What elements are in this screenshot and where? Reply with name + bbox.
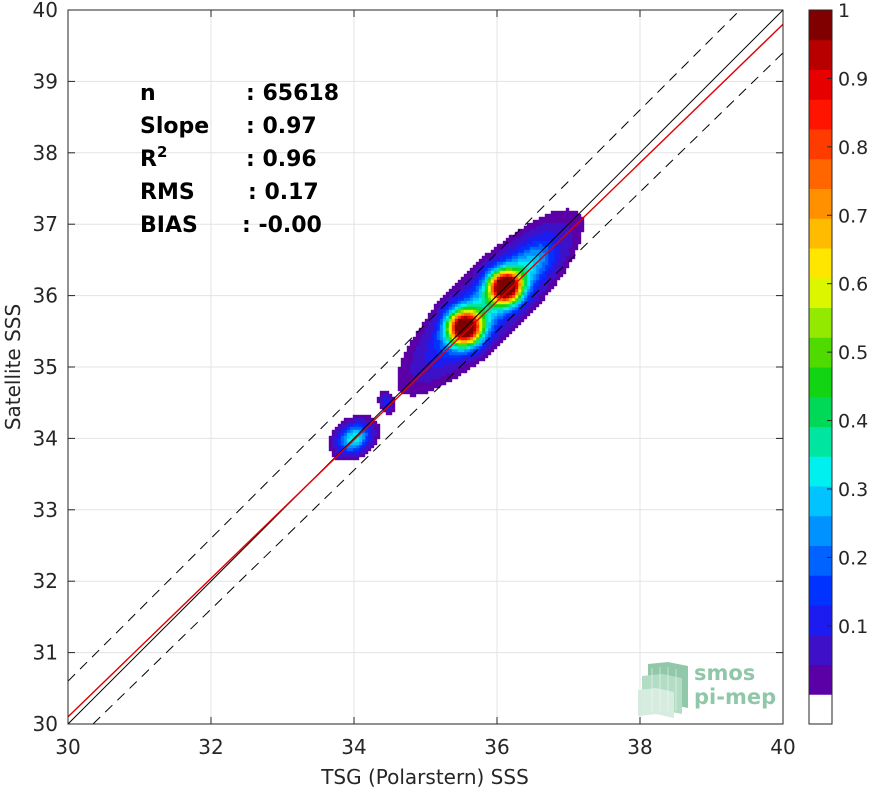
colorbar-segment <box>809 575 832 606</box>
x-tick-label: 40 <box>770 735 795 759</box>
colorbar-segment <box>809 545 832 576</box>
colorbar-tick-label: 0.9 <box>838 68 868 90</box>
smos-pi-mep-logo: smos pi-mep <box>638 661 776 718</box>
colorbar-segment <box>809 129 832 160</box>
logo-mark-icon <box>638 662 688 718</box>
colorbar-tick-label: 0.1 <box>838 616 868 638</box>
y-tick-label: 39 <box>33 69 58 93</box>
logo-line1: smos <box>694 661 755 685</box>
stat-label: RMS <box>140 180 195 205</box>
density-contours <box>328 207 585 461</box>
colorbar-tick-label: 0.6 <box>838 274 868 296</box>
colorbar-tick-label: 0.4 <box>838 411 868 433</box>
colorbar-tick-label: 0.2 <box>838 547 868 569</box>
stats-box: n : 65618 Slope : 0.97 R2 : 0.96 RMS : 0.17 BIAS… <box>140 81 339 238</box>
stat-value: : 0.97 <box>246 114 317 139</box>
colorbar-segment <box>809 99 832 130</box>
colorbar-segment <box>809 277 832 308</box>
colorbar-segment <box>809 367 832 398</box>
colorbar-segment <box>809 158 832 189</box>
colorbar-frame <box>808 9 833 725</box>
stat-value: : 0.17 <box>248 180 319 205</box>
y-tick-label: 40 <box>33 0 58 22</box>
stat-value: : 0.96 <box>246 147 317 172</box>
x-axis-label: TSG (Polarstern) SSS <box>320 765 529 789</box>
y-tick-label: 34 <box>33 426 58 450</box>
fit-line <box>68 23 783 718</box>
x-tick-label: 34 <box>341 735 366 759</box>
x-tick-label: 36 <box>484 735 509 759</box>
y-tick-label: 36 <box>33 284 58 308</box>
stat-label: BIAS <box>140 213 198 238</box>
colorbar: 0.1 0.2 0.3 0.4 0.5 0.6 0.7 0.8 0.9 1 <box>808 0 868 725</box>
colorbar-segment <box>809 337 832 368</box>
y-tick-label: 31 <box>33 641 58 665</box>
colorbar-segment <box>809 218 832 249</box>
colorbar-segment <box>809 515 832 546</box>
colorbar-segment <box>809 188 832 219</box>
y-axis-label: Satellite SSS <box>1 304 25 430</box>
x-tick-label: 38 <box>627 735 652 759</box>
colorbar-segment <box>809 39 832 70</box>
colorbar-segment <box>809 694 832 725</box>
x-tick-label: 32 <box>198 735 223 759</box>
colorbar-tick-label: 0.5 <box>838 342 868 364</box>
reference-lines <box>68 10 783 724</box>
colorbar-tick-label: 0.8 <box>838 137 868 159</box>
upper-bound-line <box>68 10 741 682</box>
identity-line <box>68 10 783 724</box>
colorbar-segment <box>809 664 832 695</box>
y-tick-label: 35 <box>33 355 58 379</box>
stat-label: n <box>140 81 156 106</box>
stat-label: R2 <box>140 143 167 172</box>
logo-line2: pi-mep <box>694 685 776 709</box>
colorbar-segment <box>809 605 832 636</box>
colorbar-segment <box>809 456 832 487</box>
lower-bound-line <box>92 52 783 724</box>
colorbar-segment <box>809 634 832 665</box>
colorbar-segment <box>809 307 832 338</box>
x-tick-label: 30 <box>55 735 80 759</box>
stat-superscript: 2 <box>157 143 167 161</box>
stat-value: : -0.00 <box>242 213 322 238</box>
colorbar-segment <box>809 396 832 427</box>
stat-label: Slope <box>140 114 209 139</box>
y-tick-label: 30 <box>33 712 58 736</box>
y-tick-label: 33 <box>33 498 58 522</box>
axis-ticks: 30 32 34 36 38 40 30 31 32 33 34 35 36 37 38 39 40 <box>33 0 796 759</box>
colorbar-tick-label: 0.3 <box>838 479 868 501</box>
colorbar-segment <box>809 69 832 100</box>
colorbar-segment <box>809 10 832 41</box>
colorbar-segment <box>809 486 832 517</box>
colorbar-tick-label: 1 <box>838 0 850 22</box>
colorbar-tick-label: 0.7 <box>838 205 868 227</box>
y-tick-label: 38 <box>33 141 58 165</box>
colorbar-segment <box>809 426 832 457</box>
y-tick-label: 37 <box>33 212 58 236</box>
stat-value: : 65618 <box>246 81 339 106</box>
y-tick-label: 32 <box>33 569 58 593</box>
colorbar-segment <box>809 248 832 279</box>
